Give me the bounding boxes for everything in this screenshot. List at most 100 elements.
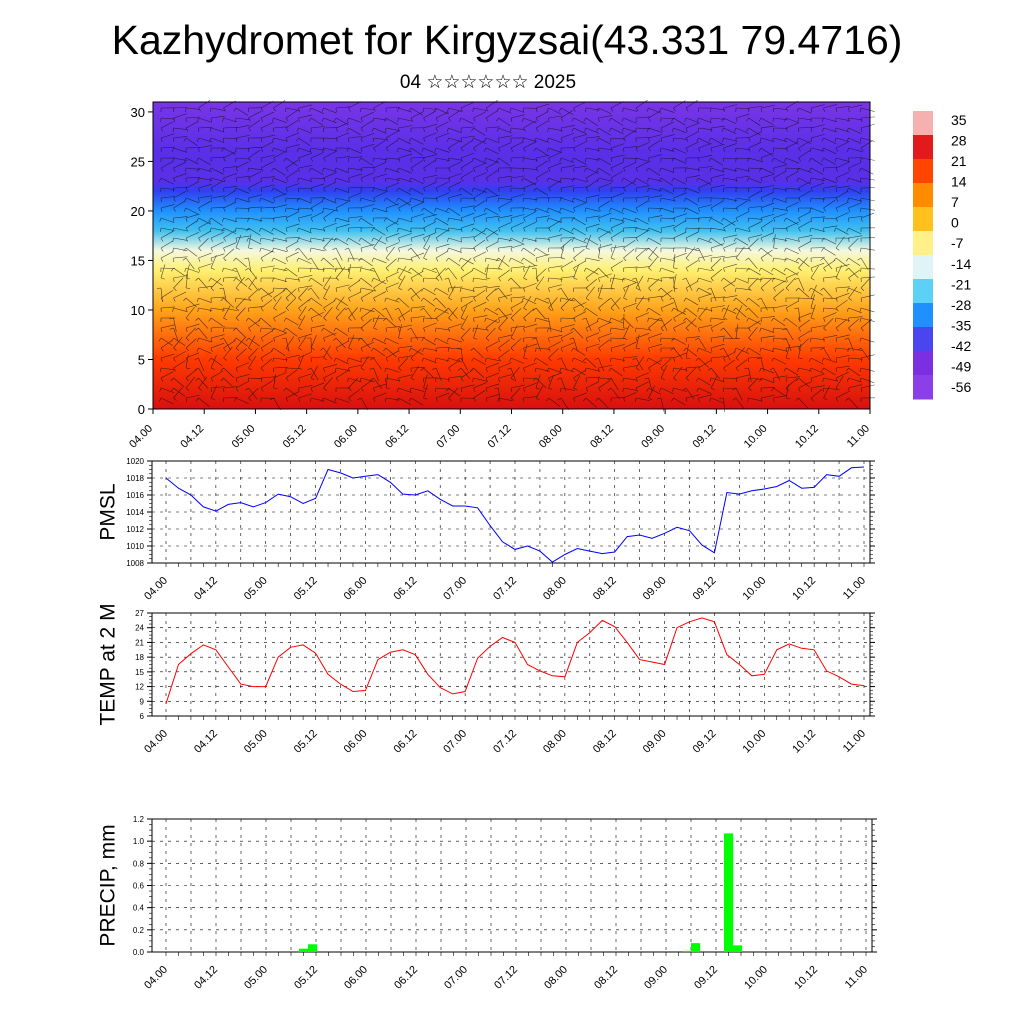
wind-barb-flag (835, 147, 838, 152)
wind-barb-flag (534, 367, 537, 372)
wind-barb (585, 332, 600, 339)
wind-barb-flag (559, 207, 562, 212)
wind-barb-flag (408, 107, 412, 112)
wind-barb-flag (308, 167, 312, 172)
wind-barb-flag (232, 327, 237, 332)
wind-barb (835, 157, 850, 162)
wind-barb (523, 257, 536, 266)
wind-barb-flag (646, 167, 649, 172)
wind-barb (385, 157, 400, 160)
wind-barb (710, 200, 724, 209)
wind-barb (360, 287, 375, 292)
wind-barb-flag (371, 227, 374, 232)
wind-barb-flag (535, 217, 537, 222)
wind-barb-flag (210, 377, 214, 382)
wind-barb (798, 107, 812, 114)
wind-barb (273, 332, 287, 339)
wind-barb-flag (648, 137, 650, 142)
x-tick-label: 04.00 (142, 728, 170, 756)
wind-barb (698, 117, 712, 124)
wind-barb-flag (421, 357, 424, 362)
wind-barb-flag (735, 117, 738, 122)
wind-barb (285, 207, 300, 211)
wind-barb (498, 197, 513, 201)
wind-barb (235, 107, 249, 116)
wind-barb-flag (596, 107, 599, 112)
wind-barb (673, 310, 686, 319)
wind-barb (273, 357, 288, 361)
wind-barb (685, 131, 699, 139)
wind-barb-flag (669, 297, 674, 300)
wind-barb-flag (534, 297, 537, 302)
wind-barb (373, 161, 387, 169)
wind-barb (223, 267, 238, 272)
wind-barb-flag (598, 307, 602, 312)
wind-barb (860, 377, 875, 384)
wind-barb (585, 237, 599, 246)
x-tick-label: 07.12 (492, 964, 520, 992)
wind-barb (835, 391, 849, 399)
wind-barb-flag (423, 237, 426, 242)
wind-barb (673, 127, 687, 134)
wind-barb-flag (448, 177, 451, 182)
wind-barb-flag (159, 227, 162, 232)
wind-barb-flag (735, 317, 740, 321)
wind-barb-flag (423, 117, 426, 122)
wind-barb-flag (560, 307, 565, 312)
x-tick-label: 04.00 (142, 575, 170, 603)
wind-barb (773, 117, 788, 121)
wind-barb-flag (285, 217, 289, 222)
wind-barb-flag (747, 397, 749, 402)
wind-barb (548, 327, 563, 332)
wind-barb-flag (448, 327, 450, 332)
wind-barb-flag (446, 247, 449, 252)
wind-barb (398, 197, 411, 206)
wind-barb-flag (371, 277, 374, 282)
wind-barb-flag (510, 197, 513, 202)
wind-barb-flag (810, 267, 813, 272)
wind-barb-flag (384, 367, 387, 372)
wind-barb (310, 167, 324, 175)
wind-barb-flag (434, 227, 437, 232)
wind-barb (835, 317, 850, 321)
wind-barb-flag (483, 207, 487, 212)
wind-barb-flag (721, 307, 724, 312)
wind-barb (385, 350, 399, 359)
wind-barb-flag (298, 167, 300, 172)
wind-barb-flag (823, 317, 826, 322)
wind-barb (673, 274, 677, 289)
wind-barb-flag (185, 317, 190, 321)
wind-barb-flag (445, 307, 449, 311)
wind-barb-flag (220, 377, 224, 382)
wind-barb-flag (447, 357, 449, 362)
wind-barb-flag (573, 167, 575, 172)
wind-barb-flag (160, 167, 164, 172)
wind-barb-flag (272, 237, 274, 242)
wind-barb (173, 387, 185, 397)
wind-barb-flag (773, 287, 776, 292)
wind-barb-flag (172, 157, 174, 162)
wind-barb (223, 367, 235, 378)
wind-barb (435, 287, 449, 296)
wind-barb (523, 197, 538, 201)
wind-barb (723, 337, 738, 339)
wind-barb (785, 201, 799, 209)
wind-barb-flag (460, 137, 462, 143)
wind-barb-flag (709, 397, 712, 402)
wind-barb (785, 141, 799, 149)
wind-barb (235, 307, 246, 319)
wind-barb (785, 187, 800, 190)
wind-barb (448, 277, 454, 292)
wind-barb (535, 357, 549, 366)
wind-barb-flag (598, 187, 601, 192)
wind-barb-flag (473, 147, 476, 152)
wind-barb-flag (821, 247, 824, 252)
wind-barb (548, 265, 563, 269)
wind-barb-flag (570, 297, 574, 302)
wind-barb (710, 356, 725, 359)
wind-barb-flag (232, 267, 237, 270)
x-tick-label: 10.00 (742, 964, 770, 992)
wind-barb-flag (759, 137, 762, 142)
wind-barb-flag (423, 227, 426, 232)
wind-barb (198, 221, 211, 229)
